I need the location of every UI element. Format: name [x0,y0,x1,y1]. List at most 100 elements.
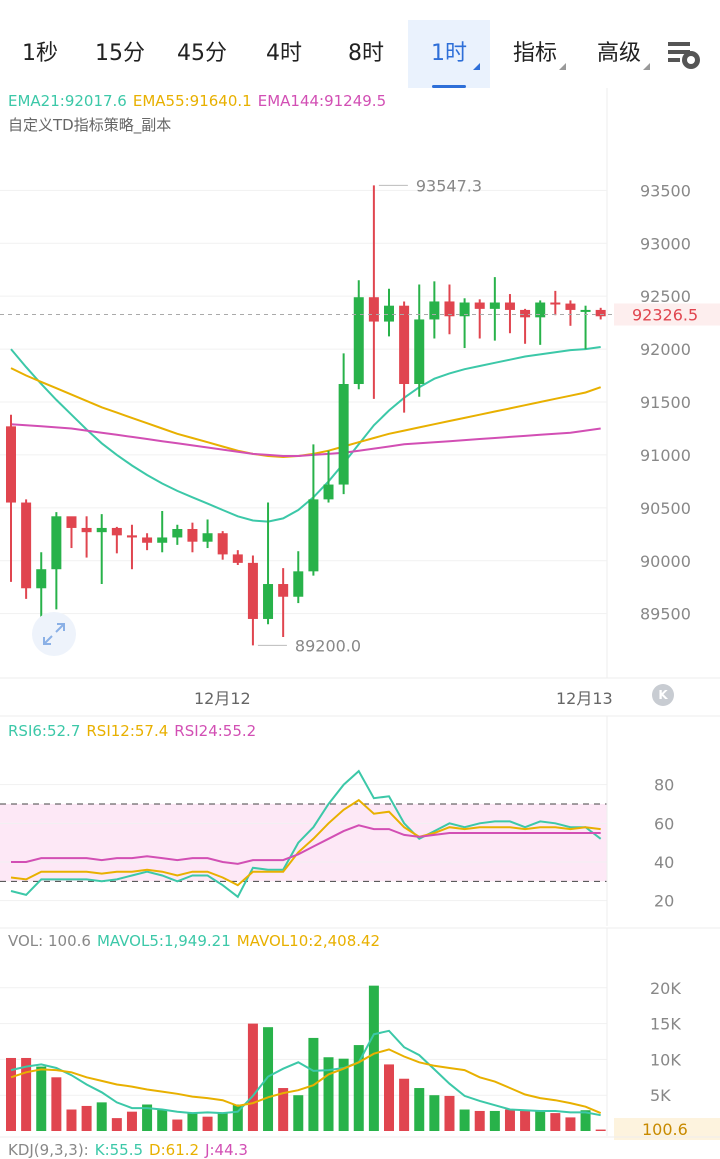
volume-bar [202,1116,213,1131]
vol-legend: VOL: 100.6 MAVOL5:1,949.21 MAVOL10:2,408.4… [8,932,386,950]
volume-bar [550,1113,561,1131]
candle-body [338,384,349,485]
tab-0[interactable]: 1秒 [0,20,80,88]
volume-bar [520,1110,531,1131]
expand-icon[interactable] [32,612,76,656]
x-tick-label: 12月12 [194,689,251,708]
candle-body [21,502,32,589]
candle-body [353,297,364,385]
volume-bar [459,1109,470,1131]
current-price-label: 92326.5 [632,306,698,325]
candle-body [550,302,561,305]
y-tick-label: 91000 [640,446,691,465]
y-tick-label: 90500 [640,499,691,518]
tab-5[interactable]: 1时 [408,20,490,88]
tab-label: 高级 [596,41,641,66]
candle-body [444,301,455,317]
mavol-line [10,1029,601,1117]
tab-label: 1秒 [22,41,58,66]
y-tick-label: 10K [650,1050,681,1069]
dropdown-caret-icon [643,63,650,70]
y-tick-label: 80 [654,776,674,795]
ema-line [10,346,601,523]
candle-body [157,537,168,543]
volume-bar [157,1109,168,1131]
tab-label: 45分 [177,41,227,66]
current-volume-tag [614,1118,720,1140]
volume-bar [338,1058,349,1131]
y-tick-label: 91500 [640,393,691,412]
y-tick-label: 5K [650,1086,671,1105]
y-tick-label: 93500 [640,181,691,200]
tab-7[interactable]: 高级 [578,20,660,88]
volume-bar [595,1129,606,1131]
tab-1[interactable]: 15分 [80,20,160,88]
candle-body [247,562,258,619]
rsi-legend: RSI6:52.7 RSI12:57.4 RSI24:55.2 [8,722,262,740]
candle-body [399,305,410,385]
candle-body [459,302,470,317]
tab-label: 15分 [95,41,145,66]
candle-body [474,302,485,309]
tab-2[interactable]: 45分 [162,20,242,88]
candle-body [202,533,213,542]
rsi-line [10,769,602,899]
candle-body [217,533,228,555]
candle-body [323,484,334,500]
settings-icon[interactable] [664,38,704,74]
candle-body [111,527,122,536]
legend-entry: MAVOL5:1,949.21 [96,932,231,950]
dropdown-caret-icon [473,63,480,70]
volume-bar [217,1113,228,1131]
timeframe-tabs: 1秒 15分 45分 4时 8时 1时 指标 高级 [0,20,720,88]
volume-bar [21,1057,32,1131]
volume-bar [142,1104,153,1131]
y-tick-label: 20 [654,892,674,911]
tab-6[interactable]: 指标 [494,20,576,88]
candle-body [308,499,319,572]
candle-body [504,302,515,310]
tab-4[interactable]: 8时 [326,20,406,88]
ema-line [10,423,601,457]
y-tick-label: 92500 [640,287,691,306]
kdj-legend: KDJ(9,3,3): K:55.5 D:61.2 J:44.3 [8,1141,254,1159]
mavol-line [10,1048,602,1115]
candle-body [6,426,16,503]
candle-body [232,554,243,563]
volume-bar [6,1057,16,1131]
tab-label: 1时 [431,41,467,66]
volume-bar [444,1095,455,1131]
y-tick-label: 15K [650,1015,681,1034]
volume-bar [81,1105,92,1131]
candle-body [51,516,62,570]
strategy-label: 自定义TD指标策略_副本 [8,116,172,134]
candle-body [414,319,425,385]
volume-bar [66,1109,77,1131]
volume-bar [368,985,379,1131]
y-tick-label: 40 [654,853,674,872]
tab-3[interactable]: 4时 [244,20,324,88]
volume-bar [247,1023,258,1131]
legend-entry: D:61.2 [149,1141,200,1159]
volume-bar [399,1078,410,1131]
volume-bar [96,1102,107,1131]
current-price-tag [614,303,720,326]
volume-bar [353,1045,364,1131]
k-button-icon[interactable]: K [652,684,674,706]
candle-body [489,302,500,309]
volume-bar [172,1119,183,1131]
candle-body [263,584,274,619]
legend-entry: EMA55:91640.1 [132,92,252,110]
dropdown-caret-icon [559,63,566,70]
chart-canvas[interactable]: 93500 93000 92500 92000 91500 91000 90500 90000… [0,88,720,1158]
candle-body [368,297,379,322]
candle-body [66,516,77,528]
tab-label: 指标 [512,41,557,66]
y-tick-label: 92000 [640,340,691,359]
candle-body [96,527,107,533]
candle-body [81,527,92,533]
y-tick-label: 89500 [640,605,691,624]
low-annotation: 89200.0 [295,636,361,655]
legend-entry: RSI6:52.7 [8,722,81,740]
legend-entry: VOL: 100.6 [8,932,91,950]
